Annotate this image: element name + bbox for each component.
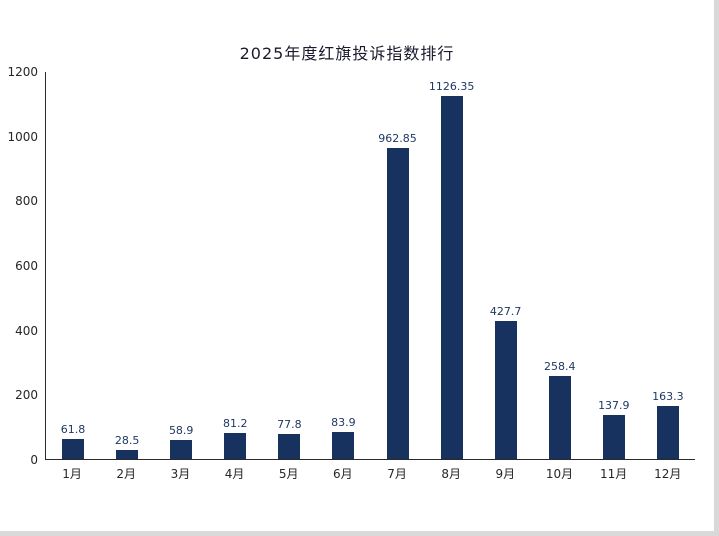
- x-tick-label: 6月: [333, 467, 353, 481]
- bar: [386, 148, 409, 459]
- bar-group: 163.3: [641, 72, 695, 459]
- x-tick-label: 11月: [600, 467, 628, 481]
- bar: [548, 375, 571, 459]
- bar-value-label: 83.9: [331, 415, 356, 429]
- bar-group: 28.5: [100, 72, 154, 459]
- y-tick-label: 1200: [7, 65, 38, 79]
- bar: [602, 414, 625, 459]
- bar-value-label: 163.3: [652, 390, 684, 404]
- bar: [494, 321, 517, 459]
- bar: [170, 440, 193, 459]
- y-tick-label: 600: [15, 259, 38, 273]
- bar-value-label: 1126.35: [428, 79, 475, 93]
- bar-value-label: 427.7: [489, 305, 522, 319]
- bar: [278, 433, 301, 459]
- x-tick-label: 3月: [170, 467, 191, 481]
- bar-group: 77.8: [262, 72, 316, 459]
- bar-value-label: 137.9: [598, 398, 630, 412]
- x-tick-label: 12月: [654, 467, 682, 481]
- bar-group: 81.2: [208, 72, 262, 459]
- bar: [440, 95, 463, 459]
- bar-value-label: 81.2: [223, 416, 248, 430]
- y-tick-label: 400: [15, 323, 38, 338]
- bar-group: 61.8: [46, 72, 100, 459]
- bar: [224, 432, 247, 459]
- y-tick-label: 1000: [7, 129, 38, 144]
- x-tick-label: 8月: [441, 467, 461, 481]
- bar-group: 137.9: [587, 72, 641, 459]
- y-tick-label: 0: [30, 453, 38, 467]
- chart-title: 2025年度红旗投诉指数排行: [239, 44, 455, 63]
- x-tick-label: 10月: [545, 467, 574, 481]
- x-tick-label: 5月: [278, 467, 299, 481]
- bar: [116, 449, 139, 459]
- plot-area: 61.8 28.5 58.9 81.2 77.8 83.9 962.85 1126.35 427…: [45, 72, 695, 460]
- bar-group: 258.4: [533, 72, 587, 459]
- x-tick-label: 7月: [387, 467, 407, 481]
- x-tick-label: 4月: [224, 467, 245, 481]
- y-axis: 0 200 400 600 800 1000 1200: [0, 65, 40, 467]
- x-axis: 1月 2月 3月 4月 5月 6月 7月 8月 9月 10月 11月 12月: [45, 465, 695, 482]
- y-tick-label: 800: [15, 194, 38, 209]
- bar-value-label: 77.8: [277, 417, 302, 431]
- x-tick-label: 2月: [116, 467, 137, 481]
- bar-group: 962.85: [371, 72, 425, 459]
- bar-value-label: 962.85: [378, 132, 417, 146]
- bar-value-label: 28.5: [114, 433, 140, 447]
- bar-value-label: 58.9: [168, 424, 194, 438]
- bar-value-label: 61.8: [60, 423, 86, 437]
- bar: [656, 406, 679, 459]
- bar: [62, 439, 85, 459]
- x-tick-label: 1月: [62, 467, 82, 481]
- bar: [332, 431, 355, 459]
- bar-group: 427.7: [479, 72, 533, 459]
- bar-value-label: 258.4: [543, 359, 576, 373]
- bar-group: 83.9: [316, 72, 370, 459]
- y-tick-label: 200: [15, 388, 38, 403]
- x-tick-label: 9月: [495, 467, 516, 481]
- bar-group: 1126.35: [425, 72, 479, 459]
- bar-group: 58.9: [154, 72, 208, 459]
